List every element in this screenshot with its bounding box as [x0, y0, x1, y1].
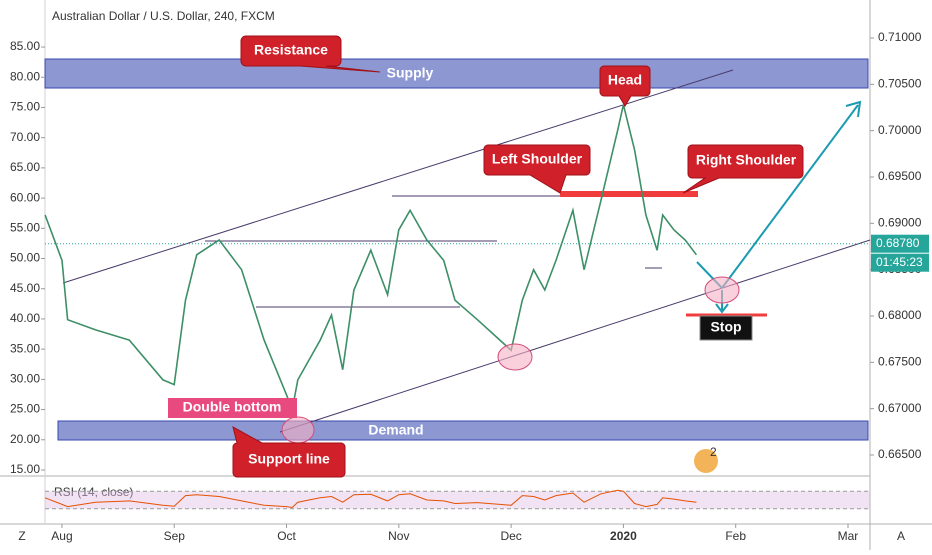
arrow-head	[845, 100, 862, 118]
x-tick-label: Feb	[725, 529, 746, 543]
support-line-label: Support line	[248, 451, 330, 467]
highlight	[281, 416, 315, 444]
x-tick-label: Nov	[388, 529, 409, 543]
y-tick-label: 60.00	[10, 190, 40, 204]
highlights	[281, 276, 740, 444]
x-tick-label: Sep	[164, 529, 186, 543]
demand-zone	[57, 420, 869, 441]
double-bottom-label: Double bottom	[183, 399, 282, 415]
countdown-box	[871, 253, 929, 272]
y2-tick-label: 0.70000	[878, 123, 922, 137]
callout	[682, 144, 804, 194]
y-tick-label: 85.00	[10, 39, 40, 53]
drawings	[62, 69, 871, 433]
callout	[240, 35, 381, 73]
supply-zone	[44, 58, 869, 89]
y-tick-label: 55.00	[10, 220, 40, 234]
last-price-box	[871, 234, 929, 253]
callout	[599, 65, 651, 107]
y-tick-label: 80.00	[10, 69, 40, 83]
logo-badge: 2	[710, 445, 717, 459]
stop-label: Stop	[710, 319, 741, 335]
y2-tick-label: 0.67500	[878, 354, 922, 368]
head-label: Head	[608, 72, 642, 88]
y-tick-label: 35.00	[10, 341, 40, 355]
supply-label: Supply	[387, 65, 434, 81]
arrow-head	[715, 303, 729, 314]
y2-tick-label: 0.67000	[878, 401, 922, 415]
highlight	[497, 343, 533, 371]
left-shoulder-label: Left Shoulder	[492, 151, 583, 167]
price-plot	[44, 104, 698, 413]
rsi-label: RSI (14, close)	[54, 485, 133, 499]
right-shoulder-label: Right Shoulder	[696, 152, 797, 168]
double-bottom-box	[168, 398, 297, 418]
x-tick-label: 2020	[610, 529, 637, 543]
y2-tick-label: 0.70500	[878, 76, 922, 90]
corner-right[interactable]: A	[897, 529, 905, 543]
demand-label: Demand	[368, 422, 423, 438]
logo	[694, 449, 718, 473]
x-tick-label: Aug	[51, 529, 72, 543]
callout	[232, 426, 346, 478]
y-tick-label: 70.00	[10, 130, 40, 144]
corner-left[interactable]: Z	[18, 529, 25, 543]
highlight	[704, 276, 740, 304]
rsi-band	[45, 491, 870, 509]
x-tick-label: Oct	[277, 529, 296, 543]
y2-tick-label: 0.69000	[878, 215, 922, 229]
y-tick-label: 25.00	[10, 402, 40, 416]
x-tick-label: Mar	[838, 529, 859, 543]
y2-tick-label: 0.71000	[878, 30, 922, 44]
x-tick-label: Dec	[500, 529, 521, 543]
y-tick-label: 50.00	[10, 251, 40, 265]
y-tick-label: 40.00	[10, 311, 40, 325]
chart-title: Australian Dollar / U.S. Dollar, 240, FX…	[52, 9, 275, 23]
rsi-line	[44, 489, 697, 509]
y2-tick-label: 0.69500	[878, 169, 922, 183]
channel-upper	[62, 69, 734, 284]
projection-line	[721, 104, 859, 289]
y2-tick-label: 0.68000	[878, 308, 922, 322]
price-line	[44, 104, 698, 413]
last-price-label: 0.68780	[876, 236, 920, 250]
callout	[483, 144, 591, 194]
y-tick-label: 65.00	[10, 160, 40, 174]
stop-box	[699, 315, 753, 341]
y-tick-label: 45.00	[10, 281, 40, 295]
y-tick-label: 30.00	[10, 372, 40, 386]
y-tick-label: 20.00	[10, 432, 40, 446]
y2-tick-label: 0.66500	[878, 447, 922, 461]
resistance-label: Resistance	[254, 42, 328, 58]
y-tick-label: 75.00	[10, 100, 40, 114]
countdown-label: 01:45:23	[876, 255, 923, 269]
y-tick-label: 15.00	[10, 462, 40, 476]
channel-lower	[279, 239, 871, 433]
